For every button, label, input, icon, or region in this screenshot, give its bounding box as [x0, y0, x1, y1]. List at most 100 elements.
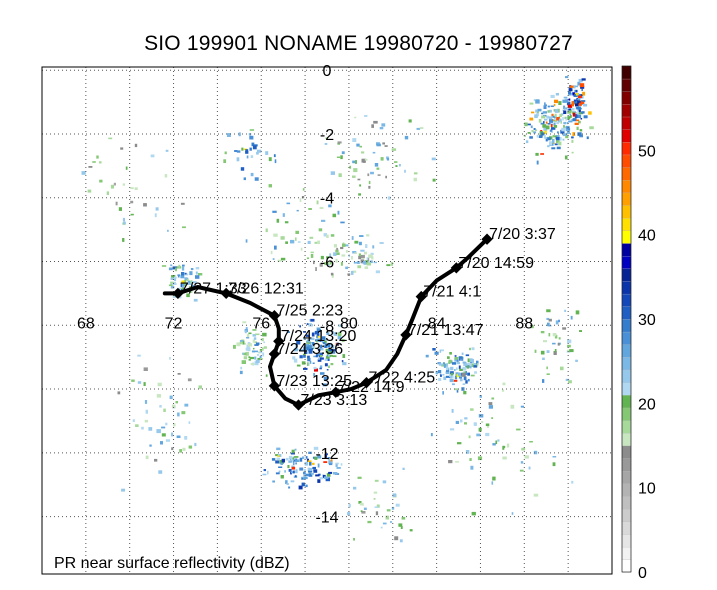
rain-cell [311, 462, 315, 465]
rain-cell [376, 167, 380, 170]
rain-cell [143, 382, 146, 386]
rain-cell [456, 359, 459, 363]
rain-cell [254, 177, 259, 181]
rain-cell [310, 342, 313, 346]
rain-cell [130, 200, 134, 204]
rain-cell [238, 132, 241, 137]
rain-cell [320, 372, 325, 375]
rain-cell [296, 364, 301, 367]
rain-cell [236, 150, 241, 153]
rain-cell [248, 332, 252, 335]
rain-cell [265, 228, 268, 233]
rain-cell [356, 143, 360, 147]
rain-cell [303, 331, 306, 333]
rain-cell [345, 266, 348, 270]
rain-cell [462, 366, 467, 371]
rain-cell [299, 457, 303, 462]
rain-cell [240, 340, 244, 342]
rain-cell [227, 133, 231, 137]
rain-cell [322, 342, 326, 345]
rain-cell [174, 276, 177, 279]
rain-cell [317, 240, 320, 245]
rain-cell [177, 275, 180, 278]
rain-cell [520, 461, 524, 464]
rain-cell [576, 119, 580, 122]
rain-cell [307, 460, 312, 462]
rain-cell [118, 207, 122, 211]
rain-cell [548, 318, 552, 322]
rain-cell [241, 360, 246, 364]
rain-cell [276, 447, 281, 451]
rain-cell [160, 441, 163, 445]
rain-cell [565, 99, 569, 103]
rain-cell [454, 388, 458, 391]
rain-cell [367, 173, 370, 177]
rain-cell [121, 488, 125, 492]
rain-cell [446, 369, 449, 372]
rain-cell [530, 325, 534, 329]
rain-cell [574, 114, 578, 119]
rain-cell [455, 420, 459, 424]
rain-cell [268, 157, 272, 162]
rain-cell [487, 425, 489, 428]
rain-cell [469, 365, 472, 369]
rain-cell [276, 218, 280, 223]
rain-cell [370, 171, 374, 175]
rain-cell [547, 110, 550, 113]
rain-cell [174, 278, 177, 282]
rain-cell [195, 275, 200, 279]
rain-cell [577, 81, 581, 86]
rain-cell [342, 243, 346, 247]
rain-cell [353, 538, 355, 541]
rain-cell [182, 287, 185, 291]
rain-cell [531, 130, 534, 133]
colorbar-swatch [621, 167, 632, 181]
rain-cell [391, 506, 395, 510]
rain-cell [564, 309, 567, 312]
colorbar-swatch [621, 420, 632, 434]
rain-cell [531, 111, 535, 114]
fix-time-label: 7/25 2:23 [276, 303, 343, 320]
rain-cell [567, 349, 569, 353]
rain-cell [167, 229, 169, 232]
rain-cell [464, 417, 468, 420]
rain-cell [404, 135, 409, 140]
colorbar-swatch [621, 129, 632, 143]
rain-cell [274, 245, 277, 250]
rain-cell [370, 252, 374, 256]
track-fix: 7/21 13:47 [400, 322, 484, 341]
rain-cell [267, 470, 269, 475]
latitude-label: -2 [320, 127, 334, 144]
rain-cell [374, 479, 379, 482]
rain-cell [492, 443, 496, 446]
rain-cell [535, 109, 538, 113]
latitude-label: -8 [320, 318, 334, 335]
rain-cell [547, 145, 550, 148]
rain-cell [366, 234, 370, 237]
rain-cell [547, 105, 550, 108]
rain-cell [252, 334, 257, 337]
rain-cell [558, 337, 561, 340]
rain-cell [363, 507, 367, 510]
rain-cell [284, 221, 289, 224]
rain-cell [263, 341, 265, 344]
rain-cell [303, 355, 306, 358]
rain-cell [467, 378, 470, 382]
rain-cell [549, 109, 552, 113]
rain-cell [447, 356, 450, 359]
rain-cell [547, 322, 550, 327]
rain-cell [340, 262, 343, 266]
rain-cell [565, 134, 569, 139]
colorbar-swatch [621, 445, 632, 459]
colorbar-swatch [621, 204, 632, 219]
rain-cell [562, 327, 567, 330]
rain-cell [464, 422, 467, 425]
rain-cell [242, 321, 247, 324]
rain-cell [552, 115, 556, 118]
rain-cell [145, 409, 148, 414]
rain-cell [243, 177, 246, 181]
rain-cell [572, 112, 576, 117]
rain-cell [306, 458, 309, 462]
rain-cell [143, 367, 148, 371]
rain-cell [443, 362, 445, 364]
